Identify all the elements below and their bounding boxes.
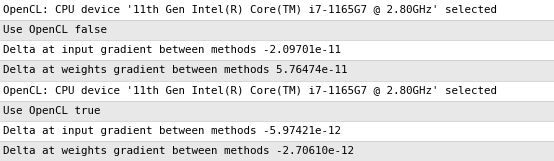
- Text: Delta at input gradient between methods -2.09701e-11: Delta at input gradient between methods …: [3, 45, 341, 55]
- Bar: [0, 40, 554, 60]
- Text: Use OpenCL true: Use OpenCL true: [3, 106, 101, 116]
- Bar: [0, 101, 554, 121]
- Bar: [0, 60, 554, 80]
- Bar: [0, 20, 554, 40]
- Text: Delta at weights gradient between methods -2.70610e-12: Delta at weights gradient between method…: [3, 146, 355, 156]
- Text: Delta at input gradient between methods -5.97421e-12: Delta at input gradient between methods …: [3, 126, 341, 136]
- Text: OpenCL: CPU device '11th Gen Intel(R) Core(TM) i7-1165G7 @ 2.80GHz' selected: OpenCL: CPU device '11th Gen Intel(R) Co…: [3, 5, 497, 15]
- Text: OpenCL: CPU device '11th Gen Intel(R) Core(TM) i7-1165G7 @ 2.80GHz' selected: OpenCL: CPU device '11th Gen Intel(R) Co…: [3, 85, 497, 96]
- Text: Delta at weights gradient between methods 5.76474e-11: Delta at weights gradient between method…: [3, 65, 348, 76]
- Text: Use OpenCL false: Use OpenCL false: [3, 25, 107, 35]
- Bar: [0, 121, 554, 141]
- Bar: [0, 0, 554, 20]
- Bar: [0, 80, 554, 101]
- Bar: [0, 141, 554, 161]
